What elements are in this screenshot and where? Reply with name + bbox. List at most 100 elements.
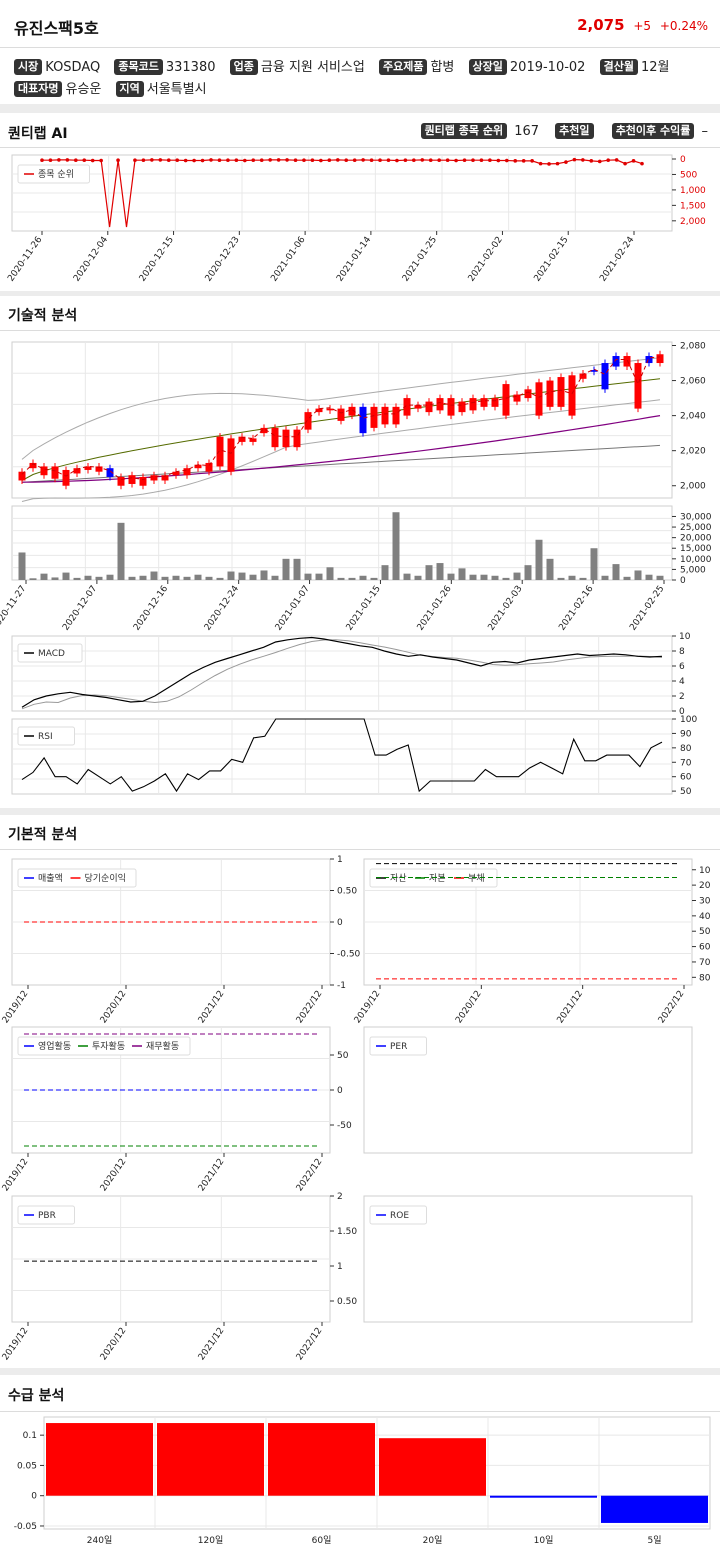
listed-value: 2019-10-02	[509, 60, 586, 75]
supply-x-tick-label: 120일	[198, 1535, 223, 1546]
rank-point	[386, 158, 391, 163]
fundamental-chart[interactable]: 매출액 당기순이익 1 0.50 0 -0.50 -1 2019/12 2020/12 2021/…	[0, 853, 720, 1368]
rank-point	[251, 158, 256, 163]
supply-title: 수급 분석	[8, 1388, 65, 1404]
rank-legend-label: 종목 순위	[38, 169, 74, 180]
volume-bar	[535, 539, 543, 580]
fund-panel-4-y-tick-label: 0.50	[337, 1297, 357, 1307]
candle-body	[260, 427, 268, 434]
volume-bar	[392, 512, 400, 580]
rank-chart[interactable]: 종목 순위 0 500 1,000 1,500 2,000 2020-11-26 2020-1…	[0, 151, 720, 291]
candle-body	[590, 370, 598, 372]
rank-point	[243, 158, 247, 163]
technical-chart[interactable]: 2,0002,0202,0402,0602,08005,00010,00015,…	[0, 336, 720, 806]
macd-legend	[17, 643, 83, 663]
candle-body	[161, 475, 169, 481]
rank-x-tick-label: 2020-12-15	[138, 235, 176, 284]
candle-body	[381, 406, 389, 425]
fund-panel-2-y-tick-label: 50	[337, 1051, 349, 1061]
region-tag: 지역	[115, 81, 144, 97]
fund-panel-1-y-tick-label: 80	[699, 973, 711, 983]
rank-point	[293, 158, 298, 163]
volume-y-tick-label: 25,000	[680, 523, 712, 533]
rank-point	[40, 158, 44, 163]
rank-point	[631, 159, 636, 163]
volume-bar	[260, 570, 268, 580]
code-value: 331380	[165, 60, 216, 75]
volume-bar	[645, 574, 653, 580]
fund-panel-1-y-tick-label: 40	[699, 912, 711, 922]
candle-body	[128, 475, 136, 484]
supply-x-tick-label: 240일	[87, 1535, 112, 1546]
volume-bar	[568, 575, 576, 580]
candle-body	[40, 466, 48, 476]
rank-point	[369, 158, 374, 163]
candle-body	[469, 398, 477, 411]
fund-panel-1-legend	[369, 868, 498, 888]
volume-bar	[238, 572, 246, 580]
volume-bar	[656, 575, 664, 580]
volume-x-tick-label: 2020-12-07	[61, 584, 99, 633]
supply-y-tick-label: 0	[31, 1492, 37, 1502]
rank-point	[217, 158, 222, 163]
fund-panel-3-legend-label: PER	[390, 1042, 407, 1052]
quantilab-stats: 퀀티랩 종목 순위 167 추천일 추천이후 수익률 –	[420, 123, 708, 139]
rank-point	[513, 159, 518, 163]
rank-point	[175, 158, 180, 163]
fund-panel-1-y-tick-label: 10	[699, 866, 711, 876]
macd-y-tick-label: 10	[679, 632, 691, 642]
volume-bar	[205, 576, 213, 580]
rank-point	[606, 158, 610, 163]
volume-bar	[601, 575, 609, 580]
volume-bar	[480, 574, 488, 580]
supply-y-tick-label: -0.05	[14, 1522, 37, 1532]
rec-date-tag: 추천일	[555, 123, 594, 139]
rank-point	[412, 158, 416, 163]
volume-bar	[370, 577, 378, 580]
rank-point	[116, 158, 120, 163]
fund-panel-5-legend-label: ROE	[390, 1211, 409, 1221]
fund-panel-0-x-tick-label: 2022/12	[295, 989, 325, 1025]
market-tag: 시장	[14, 59, 43, 75]
candle-body	[359, 406, 367, 434]
rank-point	[319, 158, 323, 163]
fund-panel-2-legend	[17, 1036, 191, 1056]
fund-panel-1-x-tick-label: 2020/12	[454, 989, 484, 1025]
supply-bar	[379, 1438, 486, 1496]
volume-x-tick-label: 2021-02-16	[557, 584, 595, 633]
volume-x-tick-label: 2021-01-07	[274, 584, 312, 633]
code-tag: 종목코드	[114, 59, 163, 75]
rank-point	[403, 158, 408, 163]
listed-tag: 상장일	[468, 59, 507, 75]
candle-body	[62, 469, 70, 486]
rank-point	[623, 161, 627, 166]
volume-y-tick-label: 30,000	[680, 512, 712, 522]
supply-x-tick-label: 20일	[423, 1535, 443, 1546]
volume-bar	[227, 571, 235, 580]
volume-bar	[491, 575, 499, 580]
candle-body	[315, 408, 323, 413]
bollinger-upper	[21, 357, 661, 460]
macd-legend-label: MACD	[38, 649, 65, 659]
rsi-y-tick-label: 60	[680, 773, 692, 783]
ceo-tag: 대표자명	[14, 81, 63, 97]
supply-bar	[268, 1423, 375, 1496]
rank-point	[65, 158, 70, 162]
candle-body	[557, 377, 565, 407]
ma5-line	[21, 356, 661, 481]
candle-body	[216, 436, 224, 467]
candle-body	[623, 356, 631, 367]
fund-panel-2-y-tick-label: 0	[337, 1086, 343, 1096]
rank-point	[555, 161, 560, 166]
volume-bar	[84, 575, 92, 580]
rank-point	[344, 158, 349, 163]
rank-point	[268, 158, 272, 162]
rank-point	[395, 158, 399, 163]
candle-body	[18, 471, 26, 481]
supply-chart[interactable]: 0.1 0.05 0 -0.05 240일 120일 60일 20일 10일 5일	[0, 1411, 720, 1551]
fund-panel-4-y-tick-label: 1.50	[337, 1227, 357, 1237]
fund-panel-4-x-tick-label: 2019/12	[1, 1326, 31, 1362]
macd-y-tick-label: 4	[679, 677, 685, 687]
fund-panel-0-y-tick-label: 0	[337, 918, 343, 928]
volume-bar	[106, 574, 114, 580]
